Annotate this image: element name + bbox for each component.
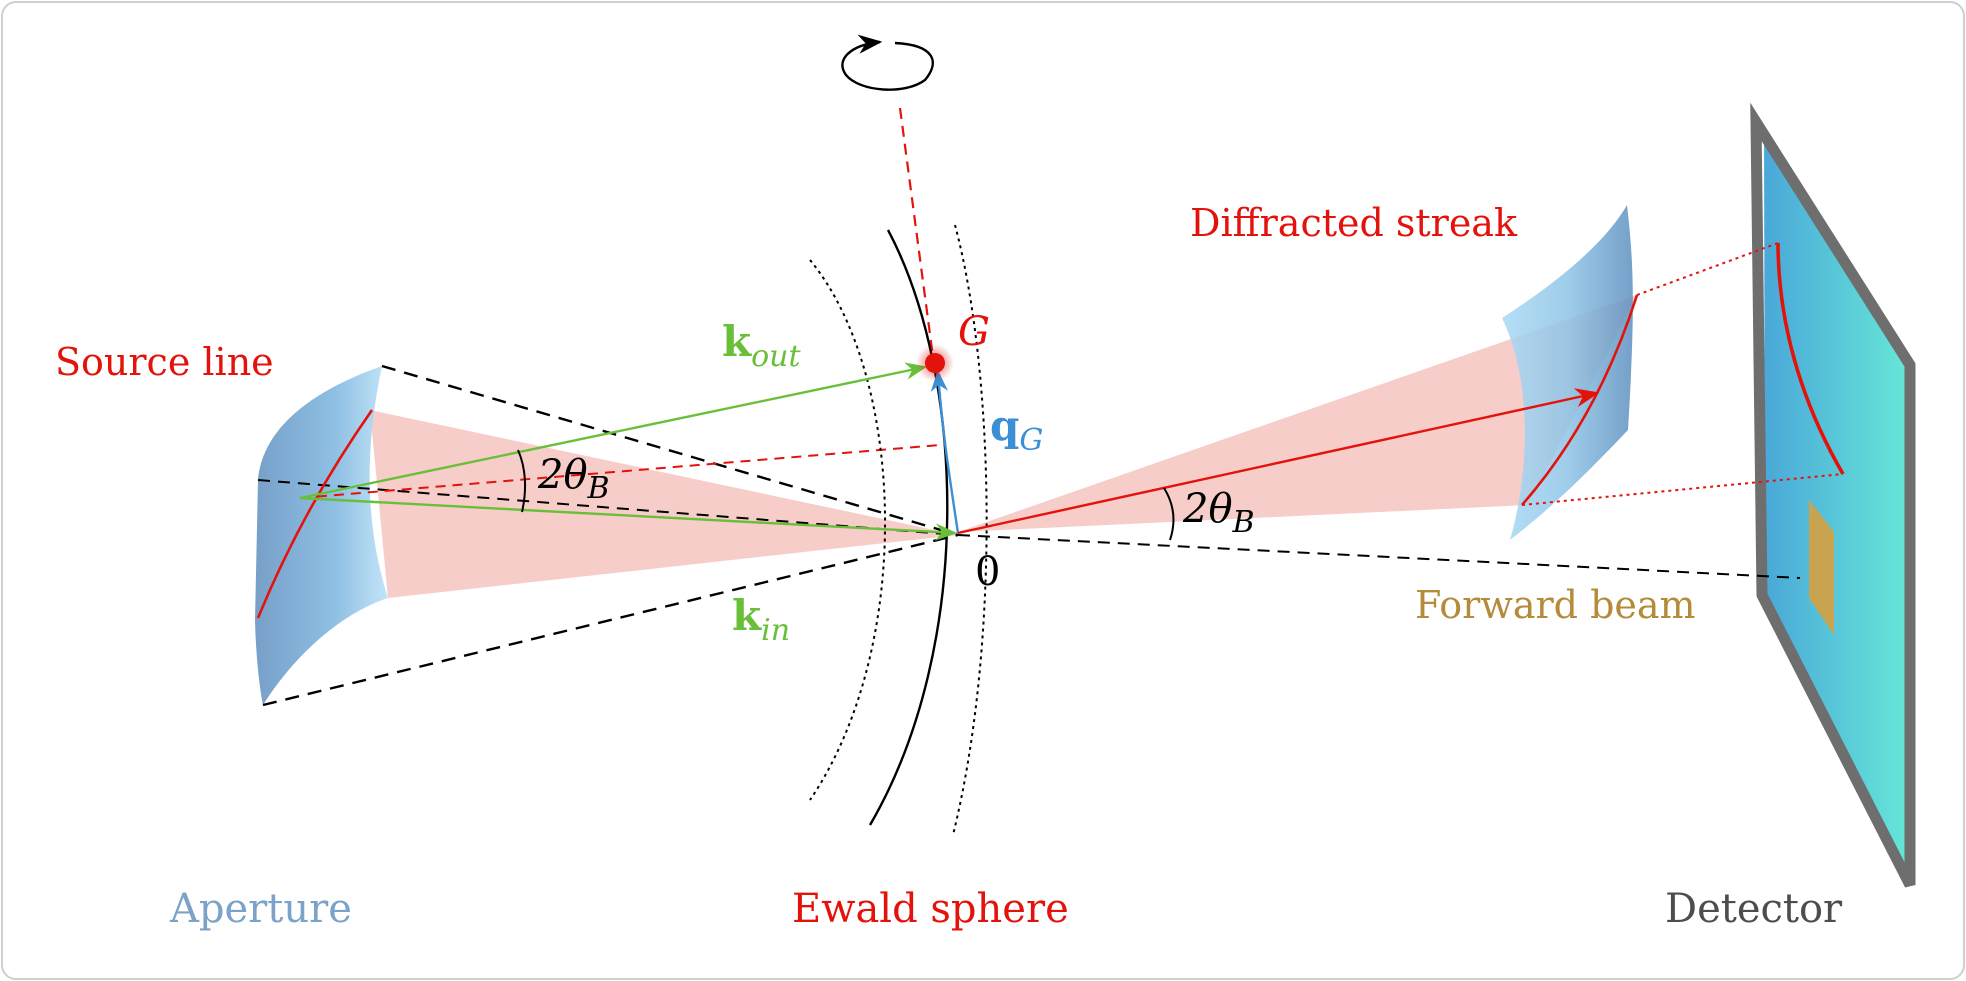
angle-arc-left <box>517 449 527 513</box>
aperture-surface <box>255 366 388 705</box>
q-g-label: qG <box>990 401 1043 458</box>
diffracted-streak-label: Diffracted streak <box>1190 201 1518 245</box>
q-sub: G <box>1019 423 1043 458</box>
source-line-label: Source line <box>55 340 274 384</box>
detector-streak-curve <box>1776 242 1845 475</box>
angle-arc-right <box>1163 487 1175 541</box>
rotation-arrow-icon <box>841 34 934 91</box>
source-to-g-dash <box>299 444 941 499</box>
rotation-axis-dash <box>898 107 935 358</box>
detector-label: Detector <box>1665 886 1843 932</box>
g-point-label: G <box>958 309 990 355</box>
g-point <box>925 353 945 373</box>
source-line-curve <box>256 409 374 619</box>
q-main: q <box>990 401 1019 450</box>
forward-beam-spot <box>1809 500 1834 635</box>
forward-beam-label: Forward beam <box>1415 583 1696 627</box>
detector-frame <box>1750 102 1916 888</box>
diffracted-cone <box>958 295 1637 532</box>
angle-right-main: 2θ <box>1182 486 1233 532</box>
ewald-outer-arc <box>952 224 988 836</box>
aperture-label: Aperture <box>169 886 352 932</box>
k-in-vector <box>299 496 958 541</box>
angle-left-sub: B <box>587 471 610 506</box>
k-out-vector <box>299 362 928 500</box>
forward-beam-dash <box>957 534 1801 579</box>
k-out-main: k <box>722 317 752 366</box>
q-vector <box>930 369 960 534</box>
incident-cone <box>370 410 958 598</box>
diffracted-streak-surface <box>1502 205 1633 540</box>
k-out-sub: out <box>751 339 801 374</box>
k-in-main: k <box>732 591 762 640</box>
aperture-lower-dash <box>262 533 959 707</box>
k-in-sub: in <box>761 613 790 648</box>
angle-left-label: 2θB <box>537 452 610 506</box>
diffracted-vector <box>957 388 1600 535</box>
angle-right-sub: B <box>1232 505 1255 540</box>
k-in-label: kin <box>732 591 790 648</box>
aperture-upper-dash <box>381 364 959 537</box>
diffracted-streak-curve <box>1521 294 1639 506</box>
origin-label: 0 <box>975 549 1000 595</box>
streak-proj-lower <box>1521 473 1844 506</box>
ewald-sphere-label: Ewald sphere <box>792 886 1069 932</box>
angle-left-main: 2θ <box>537 452 588 498</box>
angle-right-label: 2θB <box>1182 486 1255 540</box>
ewald-sphere-arc <box>868 229 949 826</box>
k-out-label: kout <box>722 317 801 374</box>
